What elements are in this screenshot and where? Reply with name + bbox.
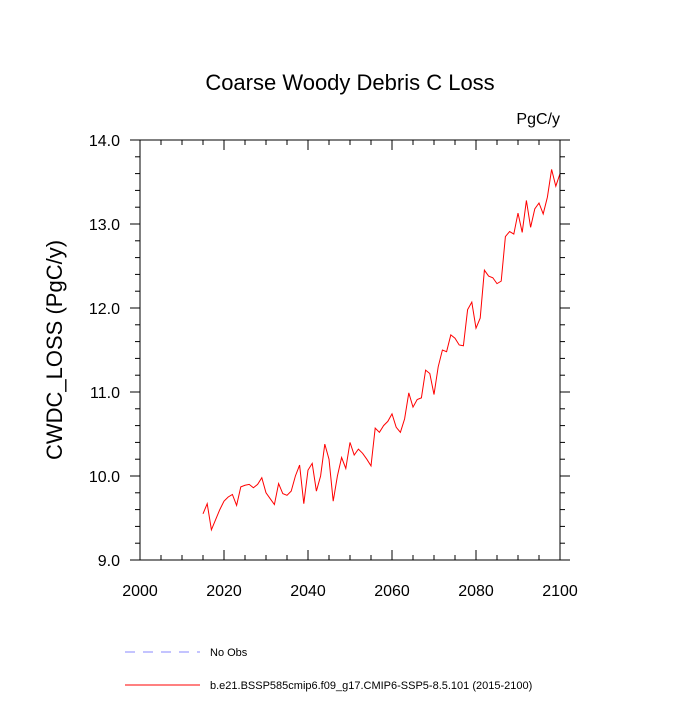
y-tick-label: 14.0 — [89, 133, 120, 150]
axis-ticks — [130, 139, 570, 561]
units-label: PgC/y — [516, 111, 560, 128]
legend: No Obs b.e21.BSSP585cmip6.f09_g17.CMIP6-… — [125, 647, 532, 692]
x-tick-label: 2040 — [290, 583, 326, 600]
x-tick-label: 2020 — [206, 583, 242, 600]
series-group — [202, 169, 561, 532]
legend-label-no-obs: No Obs — [210, 647, 248, 659]
x-tick-label: 2080 — [458, 583, 494, 600]
y-tick-label: 11.0 — [90, 385, 120, 402]
series-line-0 — [202, 169, 561, 532]
x-tick-label: 2100 — [542, 583, 578, 600]
y-tick-label: 13.0 — [89, 217, 120, 234]
x-tick-label: 2060 — [374, 583, 410, 600]
y-tick-label: 12.0 — [89, 301, 120, 318]
chart-title: Coarse Woody Debris C Loss — [205, 70, 494, 95]
y-tick-label: 9.0 — [98, 553, 120, 570]
y-axis-title: CWDC_LOSS (PgC/y) — [42, 240, 67, 460]
legend-label-series: b.e21.BSSP585cmip6.f09_g17.CMIP6-SSP5-8.… — [210, 680, 532, 692]
y-tick-label: 10.0 — [89, 469, 120, 486]
x-tick-label: 2000 — [122, 583, 158, 600]
plot-frame — [139, 139, 561, 561]
tick-labels: 2000 2020 2040 2060 2080 2100 9.0 10.0 11.0 12.0 1… — [89, 133, 578, 600]
